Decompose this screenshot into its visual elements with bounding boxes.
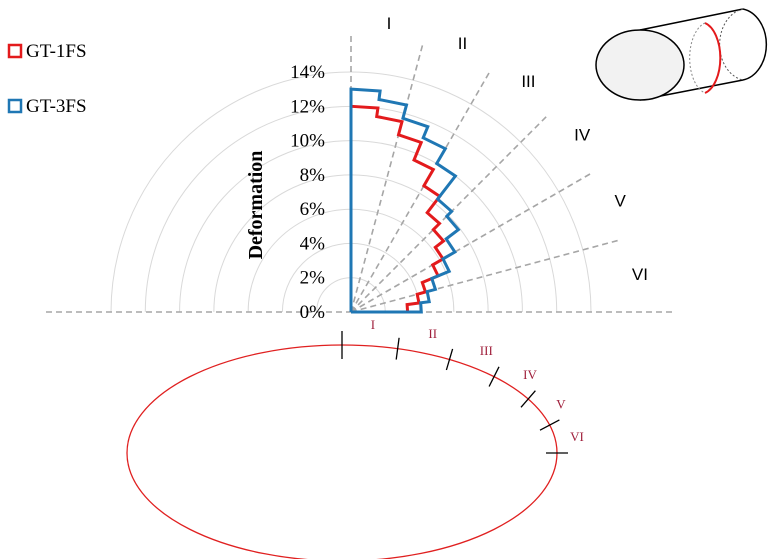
sector-label: IV [574,126,591,145]
ring-sector-label: IV [523,367,537,382]
cylinder-section-ring-visible [704,22,722,94]
r-tick-label: 2% [300,268,326,289]
cylinder-section-ring-hidden [689,22,706,94]
ring-sector-label: V [556,396,566,411]
cylinder-far-end-hidden [719,8,744,81]
legend-label-gt-1fs: GT-1FS [26,41,87,62]
ring-tick [445,348,454,371]
sector-boundary-lines [46,32,675,313]
r-tick-label: 10% [290,131,325,152]
ring-sector-label: III [480,343,493,358]
cylinder-illustration [595,8,768,101]
r-tick-label: 0% [300,302,326,323]
ring-sector-label: VI [570,429,584,444]
ring-tick [520,390,536,408]
legend-swatch-gt-1fs [7,43,23,59]
r-tick-label: 4% [300,233,326,254]
ring-tick [539,419,560,431]
sector-label: V [615,192,627,211]
ring-tick [488,366,500,387]
legend-swatch-gt-3fs [7,98,23,114]
ring-sector-label: II [428,326,437,341]
sector-boundary-line [350,41,425,313]
sector-label: I [387,14,392,33]
sector-label: II [458,34,467,53]
r-tick-label: 14% [290,62,325,83]
legend: GT-1FS GT-3FS [7,41,87,117]
sector-label: III [521,72,535,91]
sector-boundary-line [350,238,622,313]
cylinder-top-edge [639,8,744,31]
r-tick-label: 12% [290,96,325,117]
ring-tick [395,337,400,360]
ring-outline [126,344,558,559]
ring-sector-label: I [371,317,375,332]
cross-section-ring [126,331,568,559]
data-series [349,87,461,314]
cylinder-far-end-visible [742,8,768,81]
series-line-gt-1fs [349,104,446,314]
sector-label: VI [632,265,648,284]
legend-label-gt-3fs: GT-3FS [26,96,87,117]
series-line-gt-3fs [349,87,461,314]
sector-boundary-line [350,113,550,313]
sector-boundary-line [350,69,492,313]
cylinder-end-face [595,29,685,101]
r-tick-label: 6% [300,199,326,220]
y-axis-label: Deformation [245,151,267,260]
sector-boundary-line [350,171,594,313]
radial-tick-labels: 0% 2% 4% 6% 8% 10% 12% 14% [290,62,325,323]
grid-arc [110,71,592,313]
r-tick-label: 8% [300,165,326,186]
